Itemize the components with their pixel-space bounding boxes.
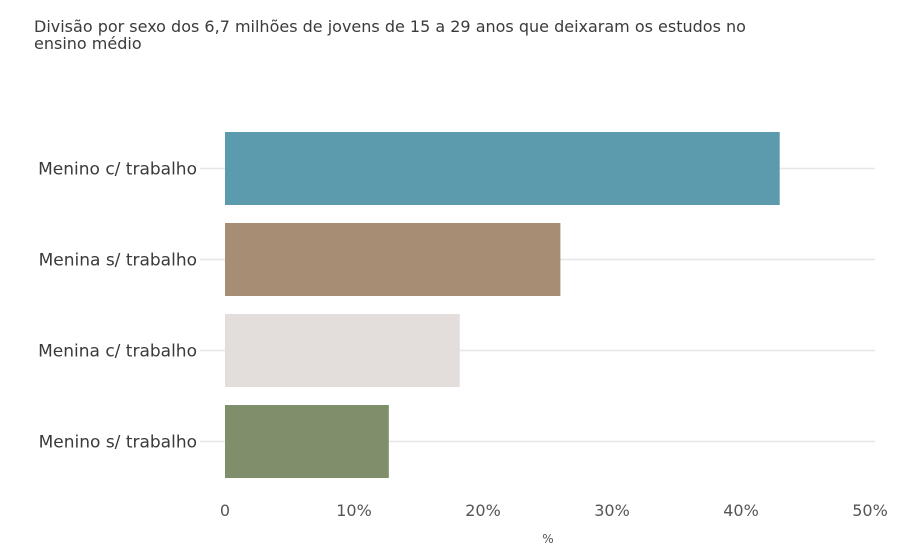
category-label: Menino c/ trabalho (38, 160, 197, 180)
x-tick-label: 40% (723, 501, 759, 520)
x-tick-label: 30% (594, 501, 630, 520)
bar (225, 223, 561, 296)
bar (225, 314, 460, 387)
bar-layer (225, 132, 780, 478)
x-axis-ticks: 0 10% 20% 30% 40% 50% (220, 501, 888, 520)
x-tick-label: 20% (465, 501, 501, 520)
grid-layer (200, 167, 875, 443)
bar (225, 132, 780, 205)
x-tick-label: 10% (336, 501, 372, 520)
category-label: Menina s/ trabalho (39, 251, 197, 271)
category-labels: Menino c/ trabalho Menina s/ trabalho Meni… (38, 160, 197, 453)
category-label: Menina c/ trabalho (38, 342, 197, 362)
x-axis-label: % (542, 532, 553, 546)
x-tick-label: 0 (220, 501, 230, 520)
x-tick-label: 50% (852, 501, 888, 520)
chart-subtitle: Divisão por sexo dos 6,7 milhões de jove… (34, 17, 746, 53)
category-label: Menino s/ trabalho (39, 433, 197, 453)
bar (225, 405, 389, 478)
